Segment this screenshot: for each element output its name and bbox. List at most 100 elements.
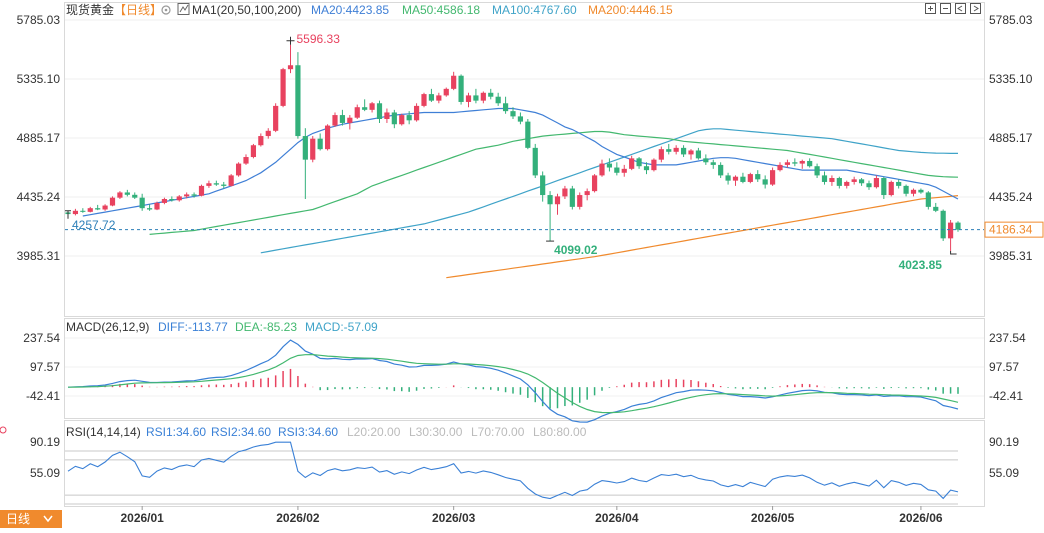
candle: [280, 67, 286, 108]
candle-body: [191, 194, 197, 196]
candle: [569, 185, 575, 210]
candle: [547, 191, 553, 242]
ma-toggle-icon[interactable]: [177, 3, 190, 15]
candlestick-series: [65, 44, 961, 251]
candle: [784, 159, 791, 168]
candle: [384, 108, 390, 123]
candle: [799, 159, 805, 169]
candle-body: [488, 92, 494, 97]
candle: [139, 193, 145, 211]
period-tab[interactable]: 日线: [0, 510, 62, 528]
candle: [680, 145, 687, 158]
candle: [495, 92, 501, 106]
candle-body: [495, 96, 501, 104]
candle: [480, 91, 486, 104]
candle: [614, 162, 620, 176]
price-tick-label: 5785.03: [17, 13, 61, 27]
candle: [161, 197, 168, 205]
candle: [577, 192, 583, 210]
candle-body: [896, 181, 902, 186]
candle-body: [176, 196, 182, 201]
zoom-in-icon[interactable]: [925, 3, 936, 14]
scroll-right-icon[interactable]: [970, 3, 981, 14]
zoom-out-icon[interactable]: [940, 3, 951, 14]
candle: [532, 143, 538, 179]
ma-label: MA1(20,50,100,200): [192, 3, 301, 17]
price-tick-label: 4435.24: [17, 190, 61, 204]
candle-body: [384, 112, 390, 120]
candle-body: [792, 162, 798, 164]
candle: [643, 162, 650, 175]
candle: [621, 164, 627, 177]
candle: [918, 188, 924, 194]
candle: [324, 124, 331, 151]
candle-body: [117, 192, 123, 198]
macd-dea-value: DEA:-85.23: [235, 320, 297, 334]
candle-body: [732, 176, 739, 181]
low-end-label: 4023.85: [899, 258, 943, 272]
candle: [629, 155, 635, 171]
candle-body: [643, 166, 650, 171]
candle: [903, 184, 909, 197]
candle: [243, 154, 249, 165]
candle: [651, 158, 657, 172]
period-label[interactable]: 【日线】: [114, 3, 162, 17]
candle-body: [858, 179, 865, 184]
candle: [710, 159, 716, 169]
candle-body: [540, 175, 546, 196]
candle: [584, 188, 590, 201]
price-tick-label-right: 5335.10: [989, 72, 1033, 86]
macd-label: MACD(26,12,9): [66, 320, 149, 334]
candle-body: [139, 197, 145, 209]
candle: [718, 162, 724, 179]
settings-icon[interactable]: [161, 5, 171, 15]
macd-tick-label-right: 237.54: [989, 331, 1026, 345]
candle-body: [651, 159, 657, 171]
candle-body: [502, 103, 509, 112]
candle-body: [339, 115, 346, 123]
rsi-lines: [67, 441, 959, 500]
candle: [295, 52, 301, 139]
candle: [517, 112, 524, 125]
macd-diff-value: DIFF:-113.77: [158, 320, 228, 334]
candle-body: [947, 222, 954, 239]
candle: [176, 195, 182, 202]
candle: [910, 188, 917, 197]
candle-body: [235, 163, 242, 176]
candle-body: [302, 136, 308, 160]
scroll-left-icon[interactable]: [955, 3, 966, 14]
candle-body: [910, 189, 917, 194]
macd-panel-border: [64, 318, 985, 419]
macd-diff-line: [67, 339, 959, 423]
candle: [562, 185, 568, 199]
x-tick-label: 2026/02: [276, 511, 320, 525]
macd-tick-label: -42.41: [26, 389, 60, 403]
candle-body: [762, 179, 768, 185]
candle-body: [784, 162, 791, 165]
candle: [881, 176, 887, 199]
candle-body: [710, 162, 716, 165]
candle-body: [755, 174, 761, 180]
price-tick-label-right: 3985.31: [989, 249, 1033, 263]
crosshair-icon[interactable]: [0, 426, 7, 434]
candle-body: [606, 163, 613, 168]
candle: [391, 109, 397, 129]
candle-body: [95, 208, 101, 210]
candle-body: [569, 188, 575, 207]
candle: [347, 115, 353, 130]
candle: [947, 219, 954, 251]
candle-body: [376, 103, 383, 120]
candle: [725, 172, 731, 185]
price-tick-label-right: 5785.03: [989, 13, 1033, 27]
candle: [399, 113, 405, 126]
chevron-down-icon: [43, 515, 53, 523]
candle-body: [821, 175, 828, 182]
candle-body: [688, 150, 694, 155]
x-tick-label: 2026/04: [595, 511, 639, 525]
candle-body: [636, 158, 642, 167]
price-axis-left: 5785.03 5335.10 4885.17 4435.24 3985.31: [17, 13, 61, 263]
candle-body: [273, 105, 279, 131]
macd-lines: [67, 339, 959, 423]
candle-body: [317, 138, 323, 150]
candle-body: [406, 115, 412, 121]
